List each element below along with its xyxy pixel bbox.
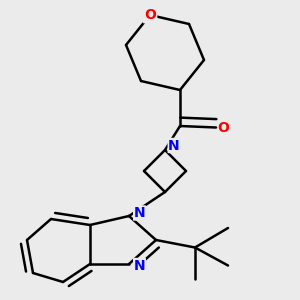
Text: N: N (168, 139, 180, 152)
Text: N: N (134, 206, 145, 220)
Text: O: O (218, 121, 230, 134)
Text: N: N (134, 259, 145, 272)
Text: O: O (144, 8, 156, 22)
